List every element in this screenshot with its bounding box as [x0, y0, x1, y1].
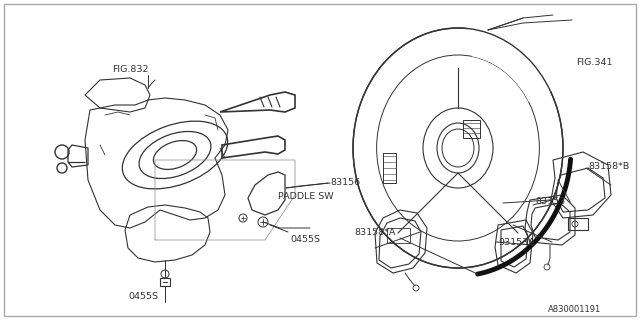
- Text: FIG.341: FIG.341: [576, 58, 612, 67]
- Text: 83153: 83153: [535, 197, 565, 206]
- Text: 83158*B: 83158*B: [588, 162, 629, 171]
- Text: 93153A: 93153A: [498, 238, 535, 247]
- Text: 0455S: 0455S: [290, 235, 320, 244]
- Text: 83156: 83156: [330, 178, 360, 187]
- Text: FIG.832: FIG.832: [112, 65, 148, 74]
- Text: PADDLE SW: PADDLE SW: [278, 192, 333, 201]
- Text: A830001191: A830001191: [548, 305, 601, 314]
- Text: 0455S: 0455S: [128, 292, 158, 301]
- Text: 83158*A: 83158*A: [354, 228, 396, 237]
